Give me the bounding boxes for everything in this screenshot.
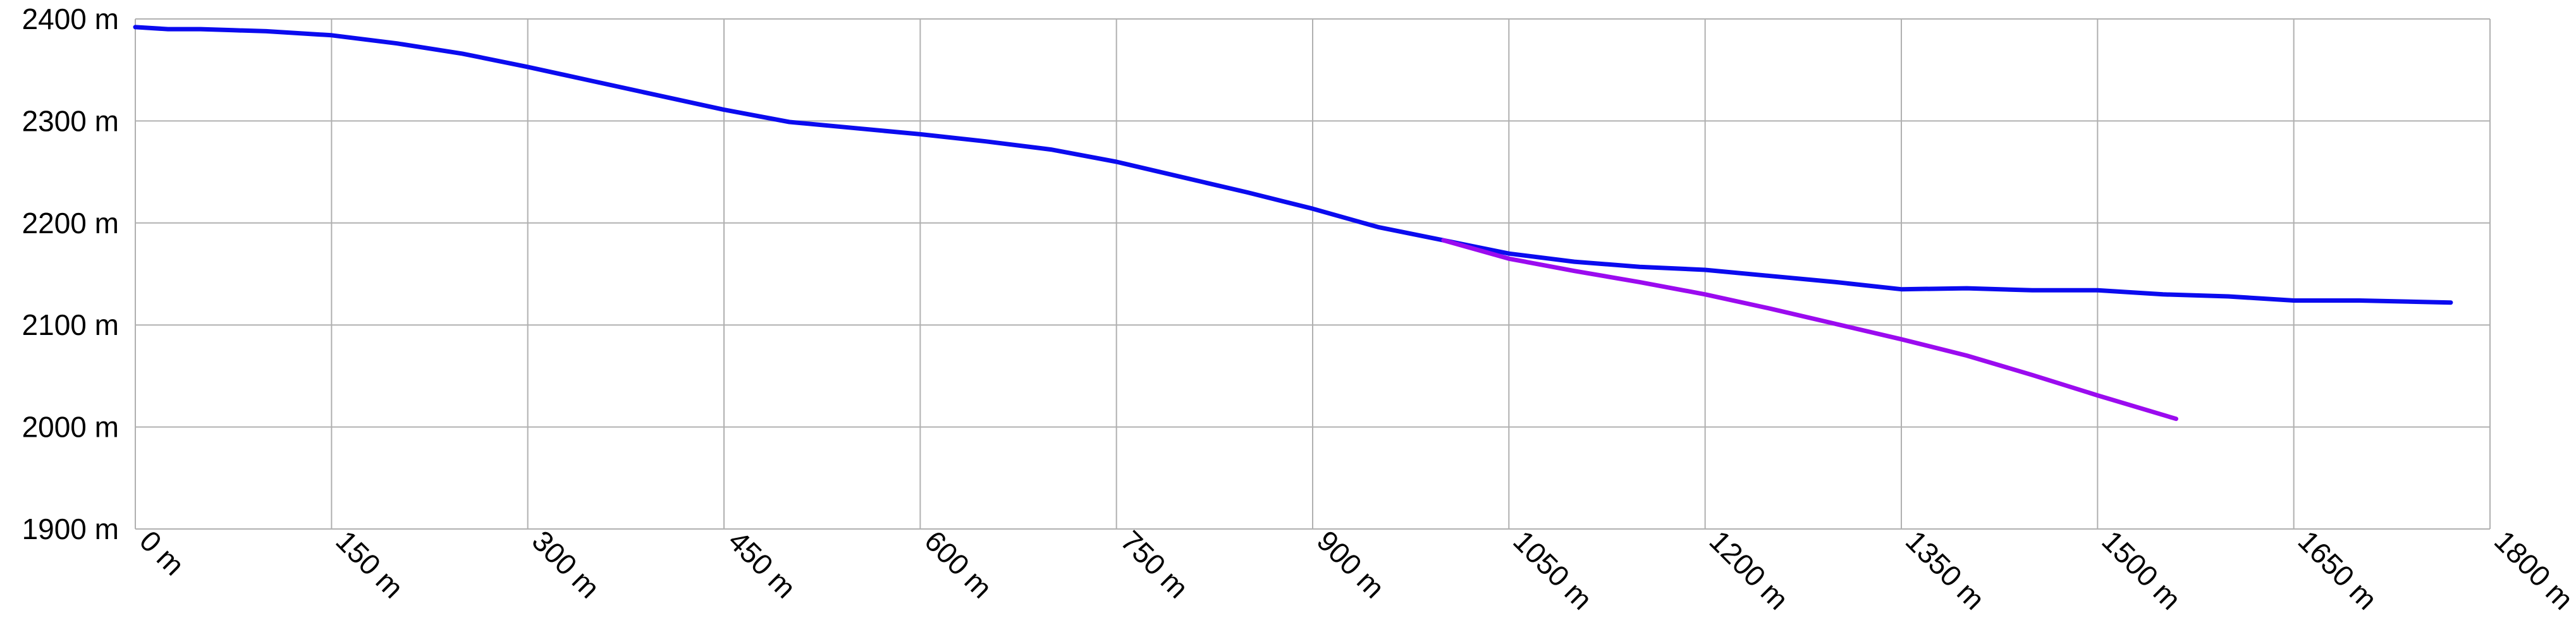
x-tick-label: 600 m xyxy=(918,524,998,604)
x-axis-tick-labels: 0 m 150 m 300 m 450 m 600 m 750 m 900 m 1050 m 1… xyxy=(133,524,2576,616)
x-tick-label: 1650 m xyxy=(2292,524,2384,616)
x-tick-label: 1800 m xyxy=(2488,524,2576,616)
y-tick-label: 1900 m xyxy=(22,513,119,545)
y-axis-tick-labels: 2400 m 2300 m 2200 m 2100 m 2000 m 1900 m xyxy=(22,3,119,545)
x-tick-label: 1350 m xyxy=(1899,524,1991,616)
x-tick-label: 1500 m xyxy=(2095,524,2187,616)
x-tick-label: 1200 m xyxy=(1703,524,1795,616)
chart-grid xyxy=(135,18,2491,530)
x-tick-label: 300 m xyxy=(526,524,606,604)
x-tick-label: 900 m xyxy=(1311,524,1391,604)
y-tick-label: 2300 m xyxy=(22,104,119,137)
y-tick-label: 2100 m xyxy=(22,308,119,341)
series-line-2 xyxy=(1441,238,2178,422)
series-layer xyxy=(133,25,2453,422)
x-tick-label: 150 m xyxy=(329,524,410,604)
x-tick-label: 0 m xyxy=(133,524,191,581)
x-tick-label: 750 m xyxy=(1115,524,1195,604)
y-tick-label: 2400 m xyxy=(22,3,119,35)
y-tick-label: 2000 m xyxy=(22,411,119,444)
x-tick-label: 450 m xyxy=(722,524,802,604)
x-tick-label: 1050 m xyxy=(1507,524,1598,616)
y-tick-label: 2200 m xyxy=(22,207,119,240)
series-line-1 xyxy=(133,25,2453,305)
